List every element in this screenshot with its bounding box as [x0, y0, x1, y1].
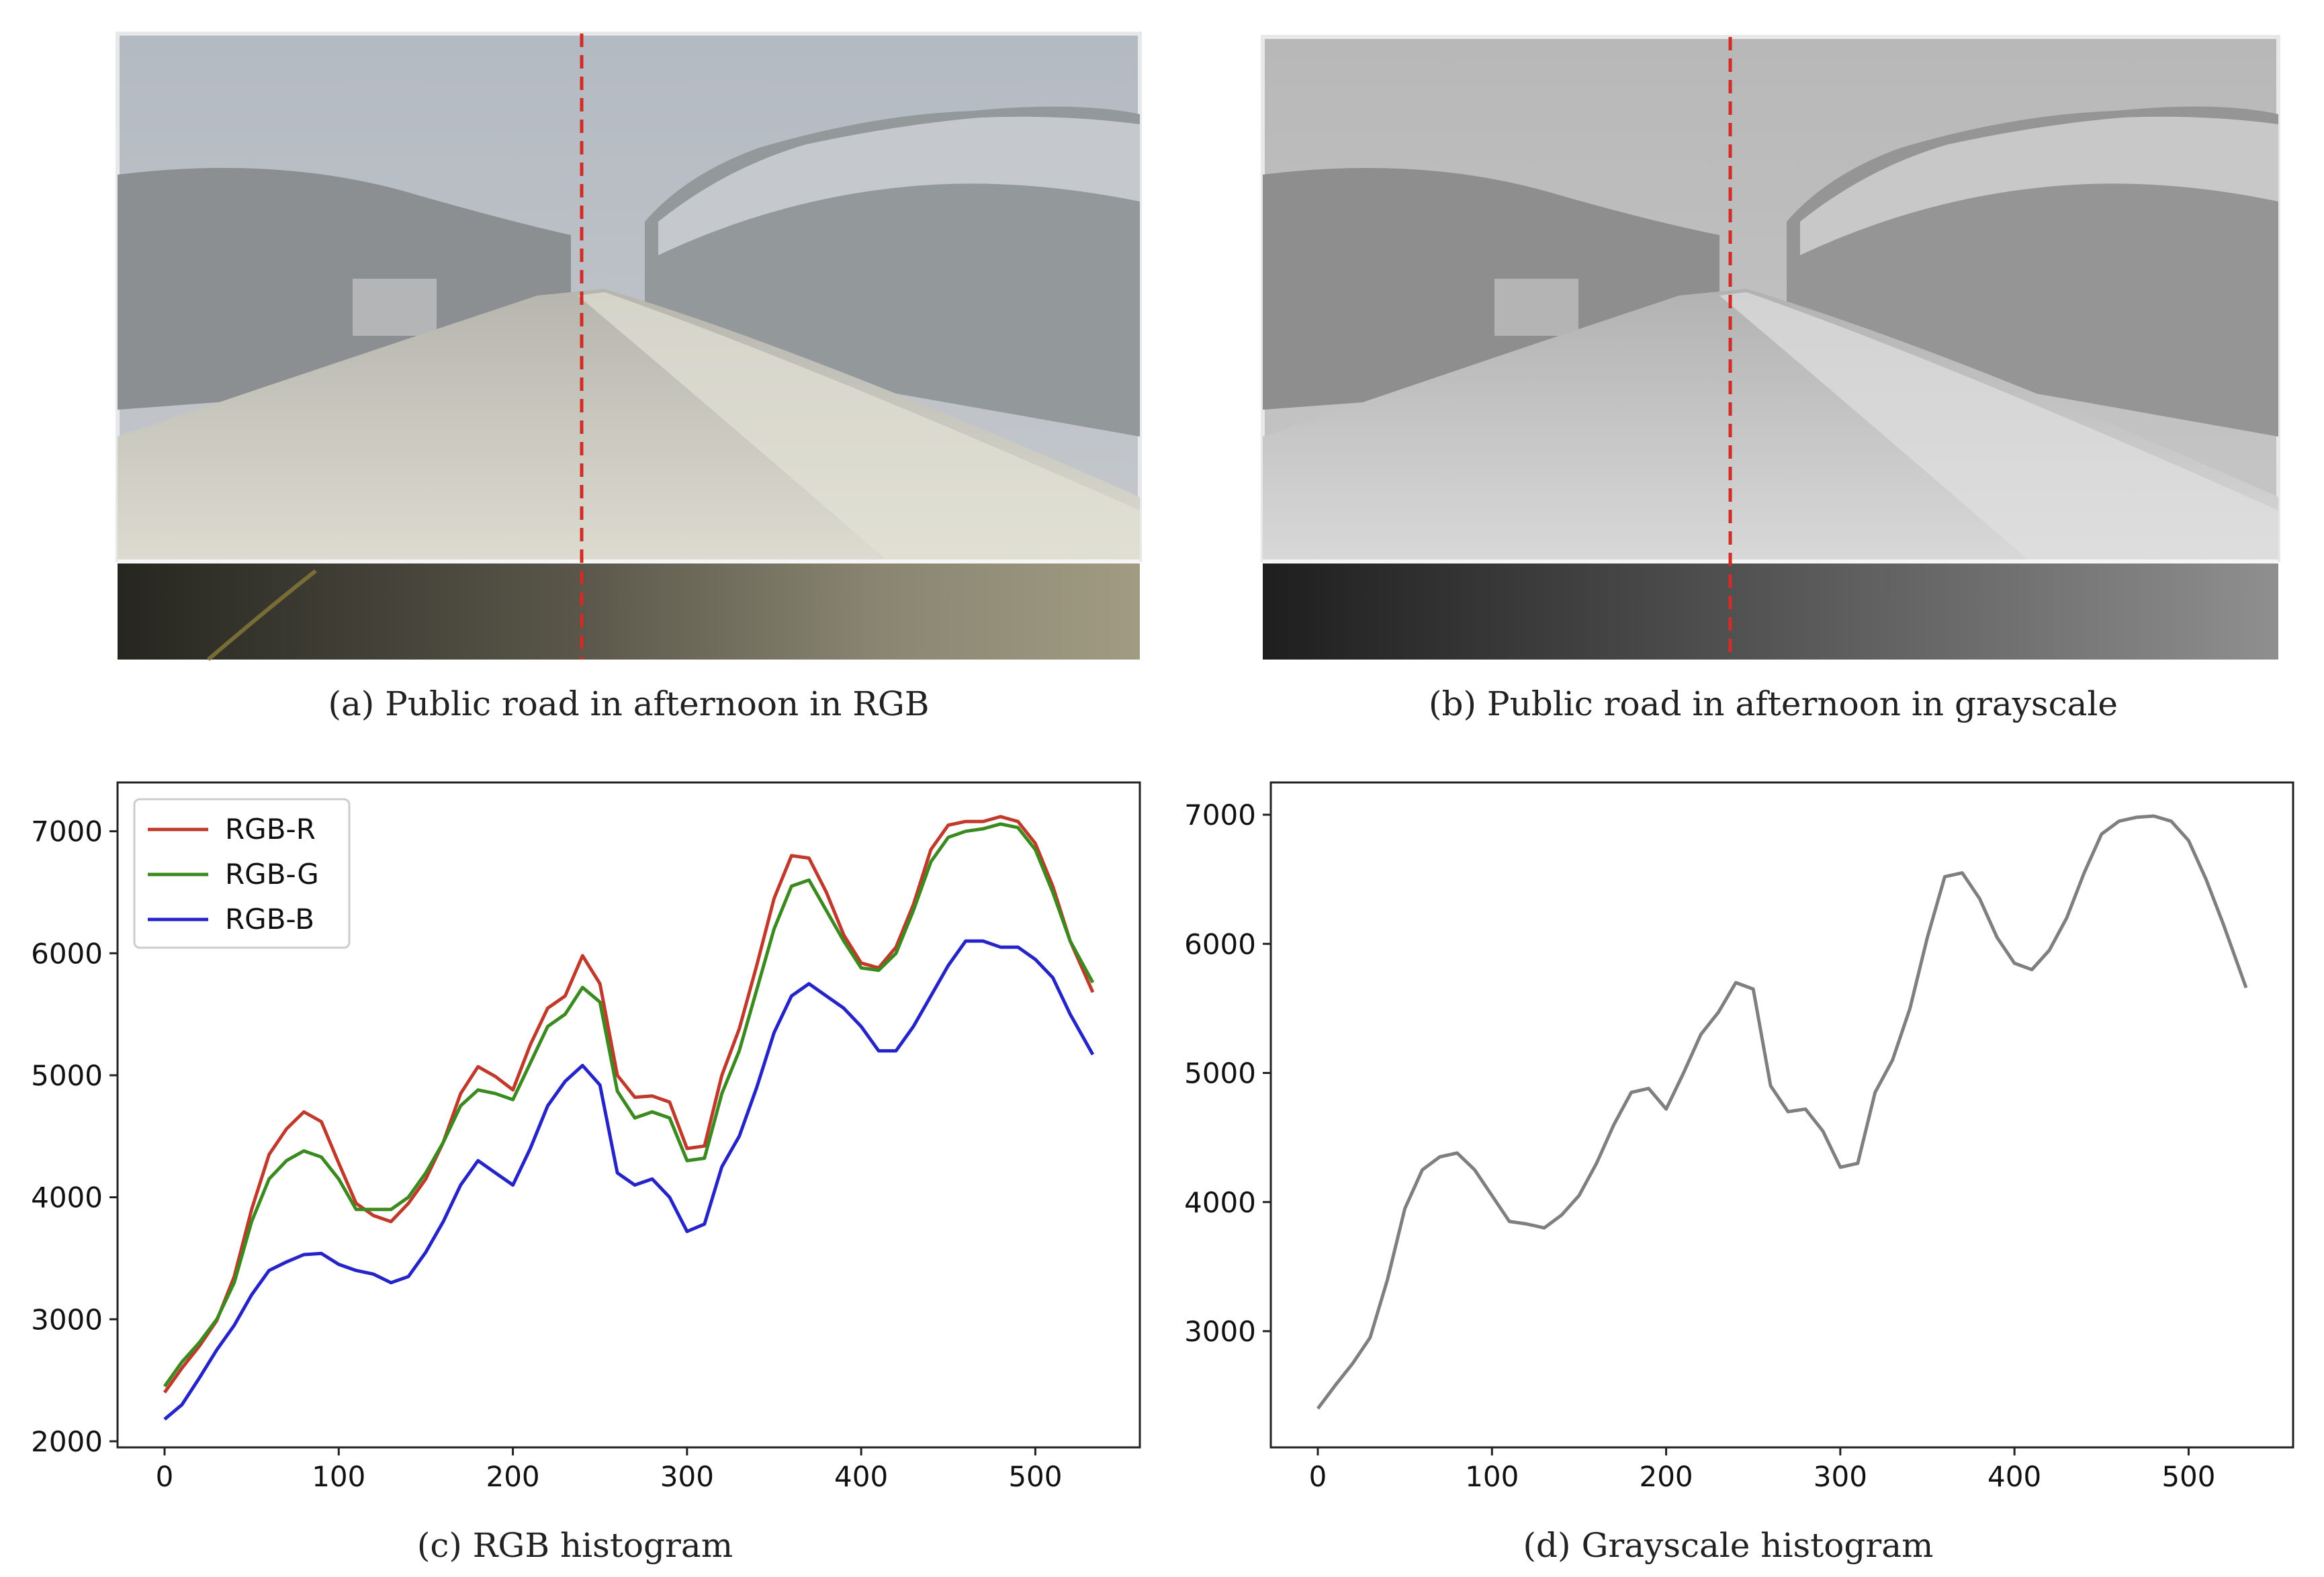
- panel-b-photo: [1261, 35, 2280, 660]
- rgb-hist-y-tick-label: 3000: [31, 1303, 103, 1336]
- caption-a: (a) Public road in afternoon in RGB: [328, 684, 929, 723]
- rgb-hist-y-tick-label: 2000: [31, 1425, 103, 1458]
- rgb-hist-y-tick-label: 5000: [31, 1059, 103, 1092]
- rgb-hist-legend-label: RGB-R: [225, 813, 316, 846]
- grayscale-histogram-chart: 0 100 200 300 400 500 3000 4000 5000 6000 7000: [1184, 781, 2294, 1493]
- gray-hist-x-tick-label: 500: [2161, 1460, 2215, 1493]
- gray-hist-x-tick-label: 100: [1465, 1460, 1519, 1493]
- rgb-hist-x-tick-label: 0: [156, 1460, 174, 1493]
- caption-c: (c) RGB histogram: [417, 1526, 733, 1565]
- rgb-hist-x-tick-label: 200: [486, 1460, 539, 1493]
- rgb-histogram-chart: 0 100 200 300 400 500 2000 3000 4000 5000 6000 7000…: [31, 781, 1141, 1493]
- gray-hist-series-line: [1316, 814, 2248, 1410]
- rgb-hist-x-tick-label: 300: [660, 1460, 714, 1493]
- building-gray: [1494, 279, 1578, 336]
- lane-mark: [207, 569, 317, 662]
- snow-cap: [658, 116, 1140, 255]
- gray-hist-x-tick-label: 300: [1814, 1460, 1867, 1493]
- rgb-hist-y-tick-label: 7000: [31, 815, 103, 848]
- gray-hist-y-tick-label: 7000: [1184, 799, 1256, 831]
- rgb-hist-y-tick-label: 4000: [31, 1181, 103, 1214]
- road-sheen: [578, 292, 1140, 560]
- gray-hist-plot-frame: [1269, 781, 2294, 1449]
- gray-hist-y-tick-label: 6000: [1184, 928, 1256, 960]
- gray-hist-x-tick-label: 400: [1987, 1460, 2041, 1493]
- caption-d: (d) Grayscale histogram: [1523, 1526, 1934, 1565]
- rgb-hist-series-line: [163, 815, 1095, 1394]
- rgb-hist-series-line: [163, 939, 1095, 1421]
- rgb-hist-x-tick-label: 400: [834, 1460, 888, 1493]
- snow-cap-gray: [1800, 116, 2278, 255]
- gray-hist-x-tick-label: 0: [1309, 1460, 1327, 1493]
- panel-a-photo: [116, 32, 1142, 662]
- road-sheen-gray: [1719, 292, 2278, 560]
- rgb-hist-y-tick-label: 6000: [31, 937, 103, 970]
- gray-hist-y-tick-label: 5000: [1184, 1057, 1256, 1090]
- rgb-hist-x-tick-label: 100: [312, 1460, 365, 1493]
- rgb-hist-x-tick-label: 500: [1008, 1460, 1062, 1493]
- caption-b: (b) Public road in afternoon in grayscal…: [1429, 684, 2118, 723]
- gray-hist-y-tick-label: 3000: [1184, 1315, 1256, 1348]
- building: [353, 279, 437, 336]
- gray-hist-y-tick-label: 4000: [1184, 1186, 1256, 1219]
- rgb-hist-legend-box: [133, 798, 351, 949]
- gray-hist-x-tick-label: 200: [1639, 1460, 1693, 1493]
- rgb-hist-series-line: [163, 822, 1095, 1388]
- rgb-hist-legend-label: RGB-B: [225, 903, 314, 936]
- rgb-hist-legend-label: RGB-G: [225, 858, 319, 891]
- rgb-hist-plot-frame: [116, 781, 1141, 1449]
